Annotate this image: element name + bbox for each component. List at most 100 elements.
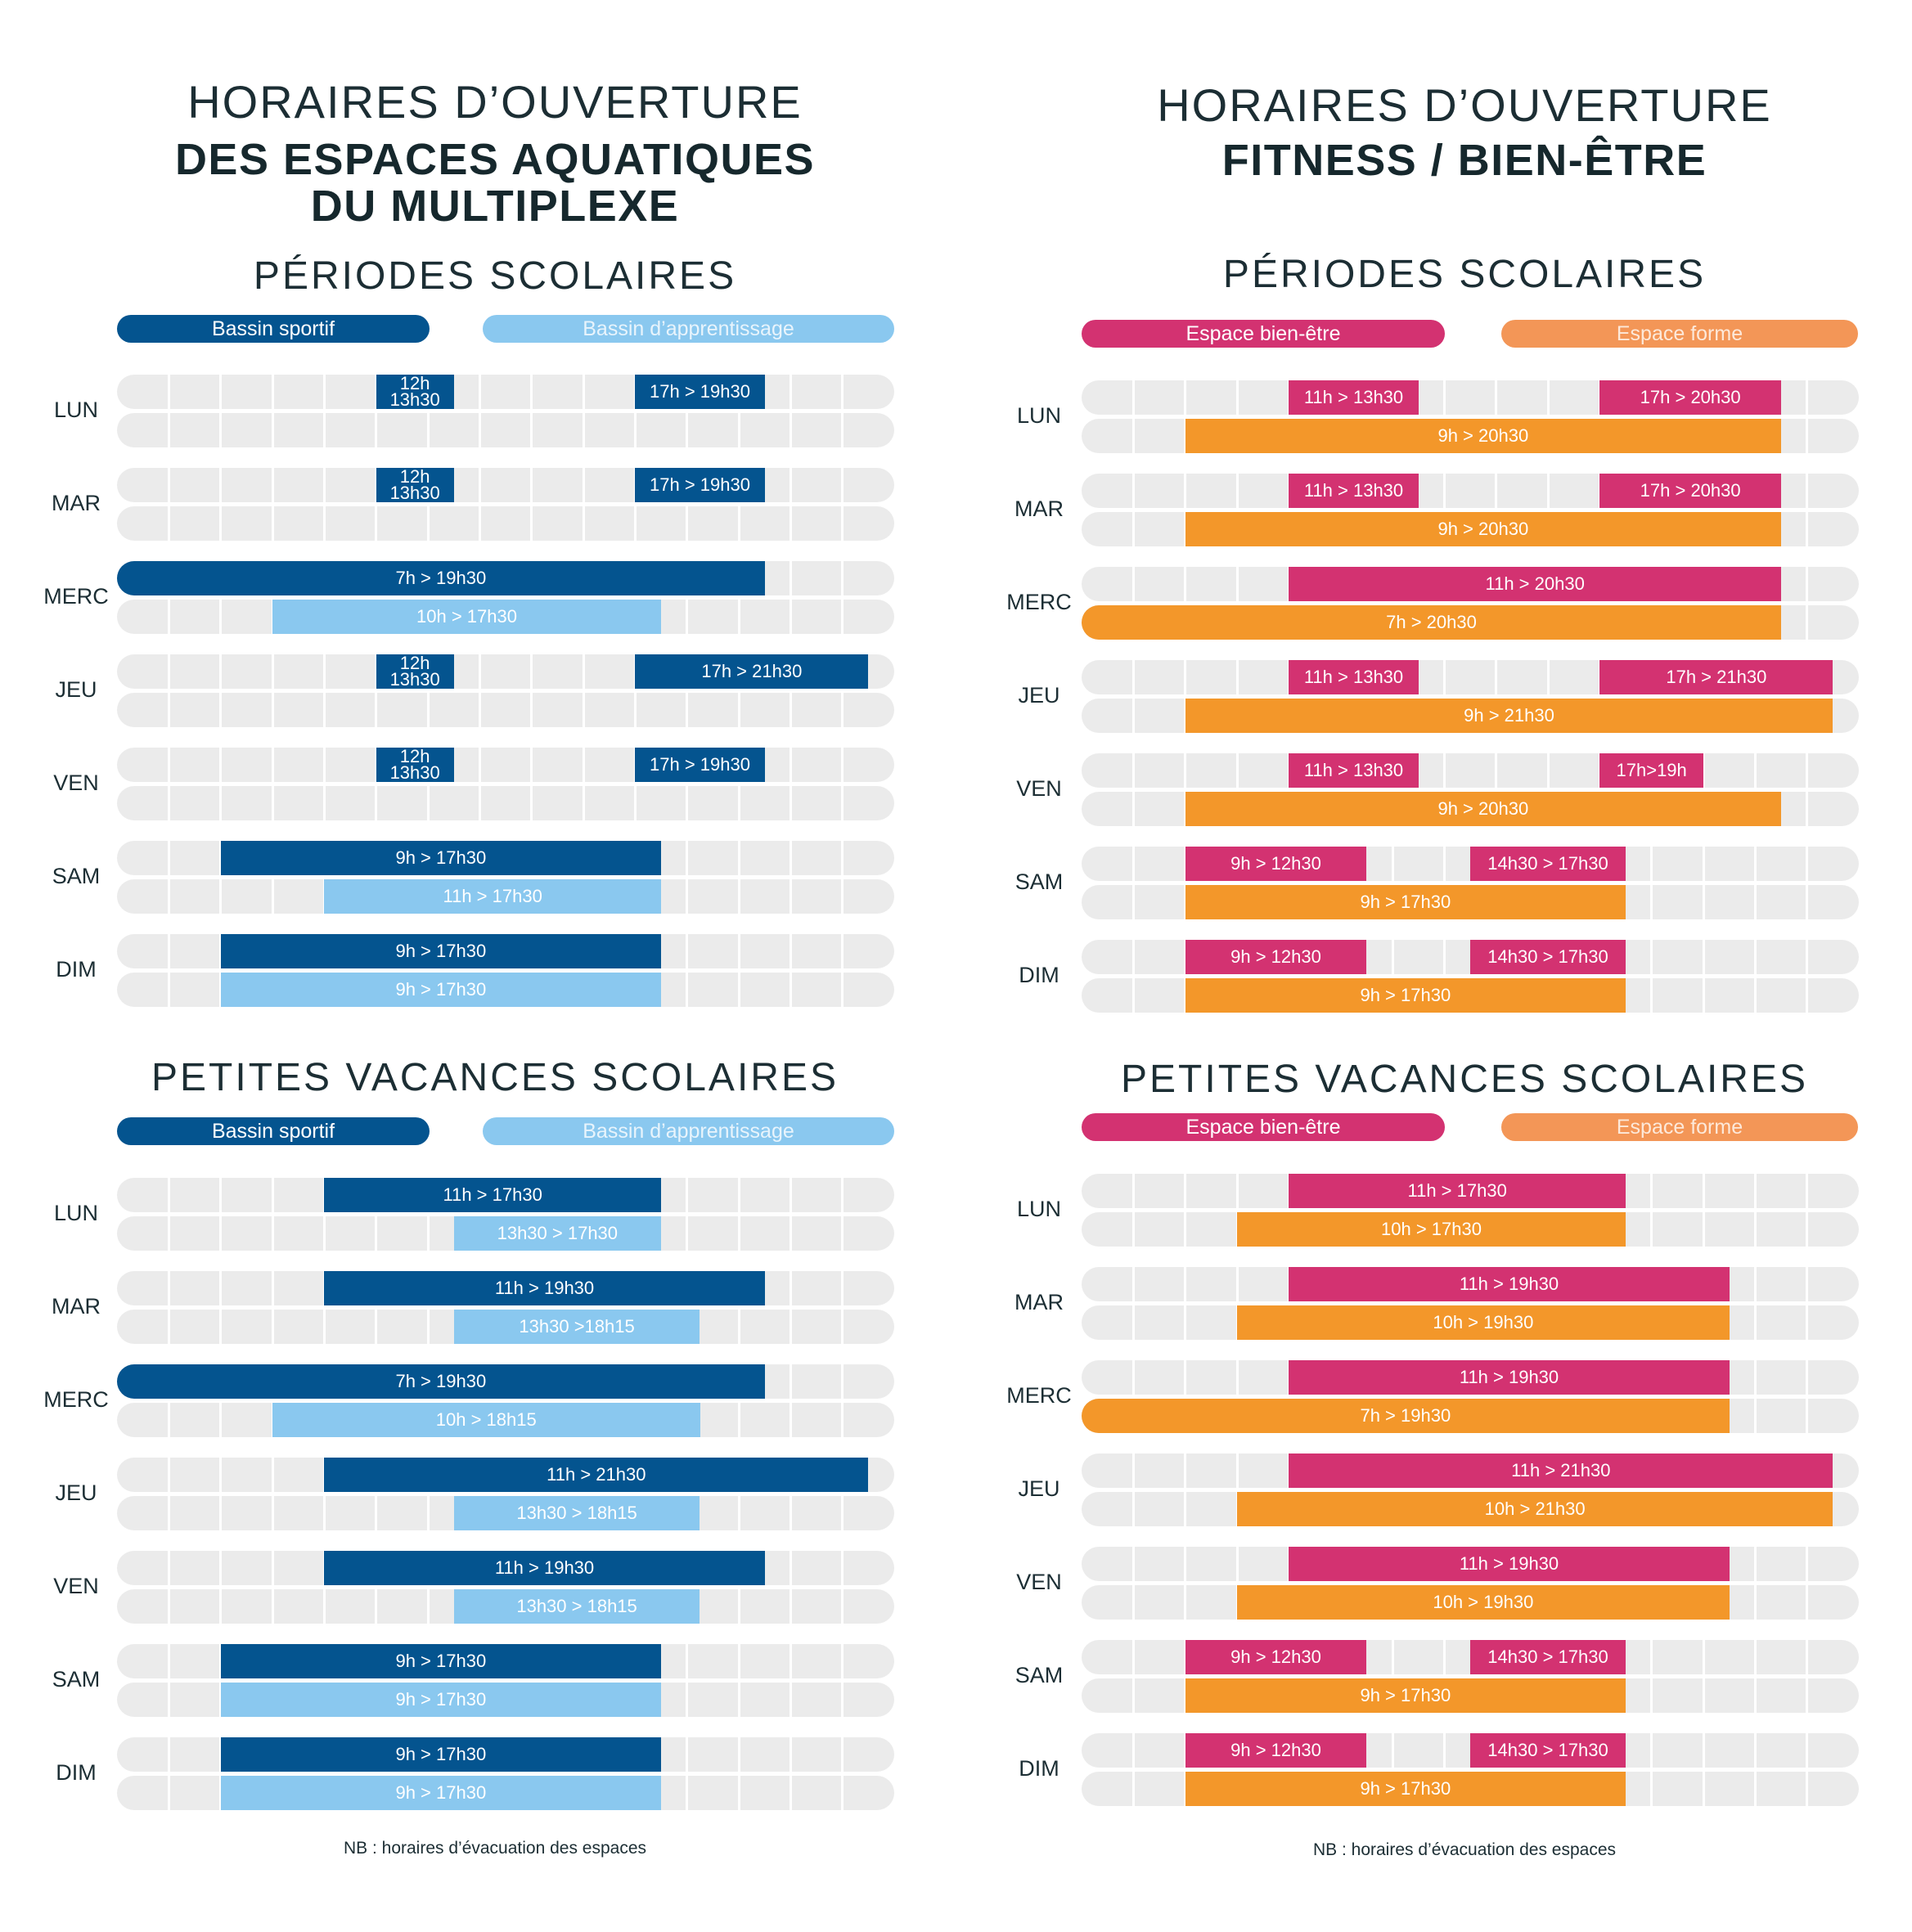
hour-gridline: [1442, 847, 1446, 881]
hour-gridline: [582, 506, 585, 541]
hour-gridline: [737, 1310, 740, 1344]
time-track: 7h > 19h30: [1082, 1399, 1859, 1433]
hour-gridline: [426, 786, 430, 820]
hour-gridline: [167, 468, 170, 502]
hour-gridline: [322, 1496, 326, 1530]
time-track: [117, 786, 894, 820]
time-track: 9h > 20h30: [1082, 792, 1859, 826]
time-track: 11h > 13h30 17h > 20h30: [1082, 474, 1859, 508]
hour-gridline: [478, 413, 481, 447]
hour-gridline: [841, 1403, 844, 1437]
hour-gridline: [841, 1683, 844, 1717]
hour-gridline: [1495, 753, 1498, 788]
hour-gridline: [841, 841, 844, 875]
hour-gridline: [271, 786, 274, 820]
schedule-bar: 9h > 20h30: [1185, 419, 1781, 453]
hour-gridline: [1650, 1772, 1653, 1806]
hour-gridline: [1806, 753, 1809, 788]
hour-gridline: [737, 506, 740, 541]
hour-gridline: [1753, 847, 1757, 881]
hour-gridline: [426, 506, 430, 541]
hour-gridline: [1131, 474, 1135, 508]
hour-gridline: [167, 506, 170, 541]
hour-gridline: [478, 468, 481, 502]
schedule-bar: 11h > 13h30: [1289, 380, 1419, 415]
hour-gridline: [1131, 1305, 1135, 1340]
schedule-bar: 9h > 17h30: [220, 1683, 661, 1717]
day-label: LUN: [53, 398, 98, 422]
hour-gridline: [322, 468, 326, 502]
hour-gridline: [841, 973, 844, 1007]
hour-gridline: [686, 1216, 689, 1251]
hour-gridline: [426, 1496, 430, 1530]
hour-gridline: [1442, 940, 1446, 974]
hour-gridline: [1753, 978, 1757, 1013]
day-label: MAR: [1014, 1290, 1064, 1314]
hour-gridline: [1753, 1678, 1757, 1713]
schedule-bar: 10h > 19h30: [1237, 1585, 1730, 1620]
schedule-bar: 9h > 12h30: [1185, 1640, 1367, 1674]
hour-gridline: [322, 786, 326, 820]
hour-gridline: [167, 1776, 170, 1810]
hour-gridline: [582, 654, 585, 689]
hour-gridline: [1702, 847, 1705, 881]
schedule-bar: 14h30 > 17h30: [1470, 847, 1626, 881]
day-label: JEU: [1018, 1476, 1060, 1501]
section-title: PETITES VACANCES SCOLAIRES: [1121, 1058, 1808, 1101]
schedule-bar: 11h > 17h30: [324, 1178, 661, 1212]
schedule-bar: 17h>19h: [1599, 753, 1703, 788]
time-track: 10h > 19h30: [1082, 1585, 1859, 1620]
hour-gridline: [219, 506, 223, 541]
hour-gridline: [1442, 1733, 1446, 1768]
day-label: VEN: [53, 771, 99, 795]
hour-gridline: [686, 1737, 689, 1772]
hour-gridline: [1184, 1305, 1187, 1340]
schedule-bar: 12h 13h30: [376, 748, 454, 782]
hour-gridline: [426, 1589, 430, 1624]
time-track: [117, 413, 894, 447]
aquatic-title-light: HORAIRES D’OUVERTURE: [187, 76, 803, 128]
hour-gridline: [375, 786, 378, 820]
schedule-bar: 12h 13h30: [376, 468, 454, 502]
hour-gridline: [167, 375, 170, 409]
hour-gridline: [219, 693, 223, 727]
hour-gridline: [1702, 978, 1705, 1013]
aquatic-note: NB : horaires d’évacuation des espaces: [343, 1839, 647, 1858]
hour-gridline: [686, 1683, 689, 1717]
schedule-bar: 17h > 19h30: [635, 375, 765, 409]
hour-gridline: [1184, 753, 1187, 788]
hour-gridline: [1131, 660, 1135, 694]
hour-gridline: [219, 1458, 223, 1492]
day-label: LUN: [1016, 1197, 1061, 1221]
hour-gridline: [841, 468, 844, 502]
hour-gridline: [789, 693, 792, 727]
hour-gridline: [1391, 940, 1394, 974]
hour-gridline: [1806, 605, 1809, 640]
hour-gridline: [633, 413, 637, 447]
day-label: DIM: [56, 957, 97, 982]
hour-gridline: [841, 1551, 844, 1585]
hour-gridline: [1753, 940, 1757, 974]
hour-gridline: [1753, 1585, 1757, 1620]
schedule-bar: 11h > 17h30: [1289, 1174, 1626, 1208]
hour-gridline: [789, 1403, 792, 1437]
hour-gridline: [1131, 567, 1135, 601]
hour-gridline: [322, 1216, 326, 1251]
day-label: LUN: [53, 1201, 98, 1225]
hour-gridline: [737, 413, 740, 447]
time-track: 7h > 20h30: [1082, 605, 1859, 640]
time-track: 9h > 17h30: [1082, 885, 1859, 919]
hour-gridline: [1702, 1678, 1705, 1713]
schedule-bar: 11h > 13h30: [1289, 474, 1419, 508]
hour-gridline: [530, 786, 533, 820]
hour-gridline: [737, 1776, 740, 1810]
hour-gridline: [789, 973, 792, 1007]
day-label: MERC: [43, 584, 109, 609]
day-label: JEU: [55, 677, 97, 702]
schedule-bar: 14h30 > 17h30: [1470, 1733, 1626, 1768]
hour-gridline: [1495, 660, 1498, 694]
hour-gridline: [1391, 1733, 1394, 1768]
hour-gridline: [582, 693, 585, 727]
hour-gridline: [737, 693, 740, 727]
hour-gridline: [322, 1310, 326, 1344]
